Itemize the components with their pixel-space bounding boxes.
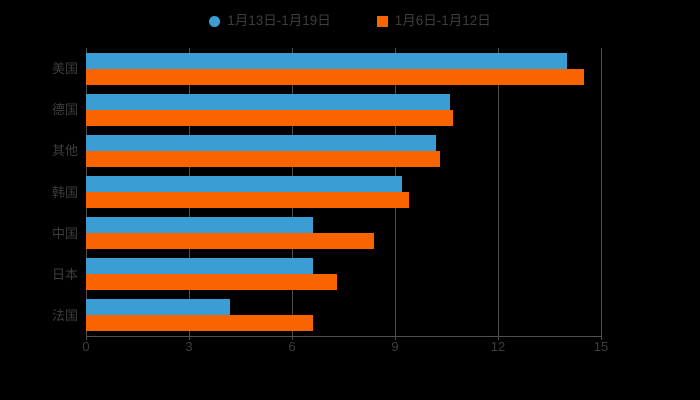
x-axis-tick-label: 9 [391, 339, 399, 354]
y-axis-labels: 美国德国其他韩国中国日本法国 [8, 48, 78, 336]
y-axis-label: 日本 [51, 266, 78, 282]
bar-series-1[interactable] [86, 176, 402, 192]
chart-legend: 1月13日-1月19日 1月6日-1月12日 [0, 8, 700, 34]
bar-group [86, 93, 601, 126]
bar-group [86, 258, 601, 291]
bar-series-2[interactable] [86, 315, 313, 332]
bar-group [86, 217, 601, 250]
x-axis-tick-label: 12 [490, 339, 506, 354]
bar-series-2[interactable] [86, 109, 453, 126]
bar-series-1[interactable] [86, 258, 313, 275]
x-axis-tick-mark [498, 336, 499, 340]
x-axis-tick-mark [86, 336, 87, 340]
y-axis-label: 法国 [51, 307, 78, 323]
bar-series-2[interactable] [86, 274, 337, 291]
bar-series-2[interactable] [86, 192, 409, 208]
legend-label-series-1: 1月13日-1月19日 [227, 13, 331, 29]
legend-item-series-1[interactable]: 1月13日-1月19日 [209, 14, 331, 28]
x-axis-tick-mark [189, 336, 190, 340]
legend-marker-circle-icon [209, 15, 221, 27]
y-axis-label: 德国 [51, 102, 78, 118]
bar-series-1[interactable] [86, 93, 450, 110]
x-axis-tick-label: 0 [82, 339, 90, 354]
x-axis-tick-mark [292, 336, 293, 340]
x-axis-tick-mark [395, 336, 396, 340]
bar-group [86, 299, 601, 332]
x-axis-tick-label: 3 [185, 339, 193, 354]
x-axis-tick-label: 6 [288, 339, 296, 354]
x-axis-line [86, 336, 602, 337]
bar-series-1[interactable] [86, 134, 436, 151]
legend-marker-square-icon [376, 15, 388, 27]
y-axis-label: 其他 [51, 143, 78, 159]
legend-label-series-2: 1月6日-1月12日 [394, 13, 491, 29]
x-axis-labels: 0 3 6 9 12 15 [0, 340, 700, 360]
bar-series-2[interactable] [86, 68, 584, 85]
bar-series-1[interactable] [86, 217, 313, 234]
bar-series-2[interactable] [86, 150, 440, 167]
bar-series-1[interactable] [86, 299, 230, 316]
gridline-x-5 [601, 48, 602, 336]
plot-area [86, 48, 602, 336]
bar-group [86, 52, 601, 85]
bar-group [86, 134, 601, 167]
bar-group [86, 176, 601, 208]
y-axis-label: 美国 [51, 61, 78, 77]
y-axis-label: 中国 [51, 225, 78, 241]
bar-series-2[interactable] [86, 233, 374, 250]
x-axis-tick-label: 15 [593, 339, 609, 354]
legend-item-series-2[interactable]: 1月6日-1月12日 [376, 13, 491, 29]
gridline-x-4 [498, 48, 499, 336]
y-axis-label: 韩国 [51, 184, 78, 200]
bar-series-1[interactable] [86, 52, 567, 69]
x-axis-tick-mark [601, 336, 602, 340]
